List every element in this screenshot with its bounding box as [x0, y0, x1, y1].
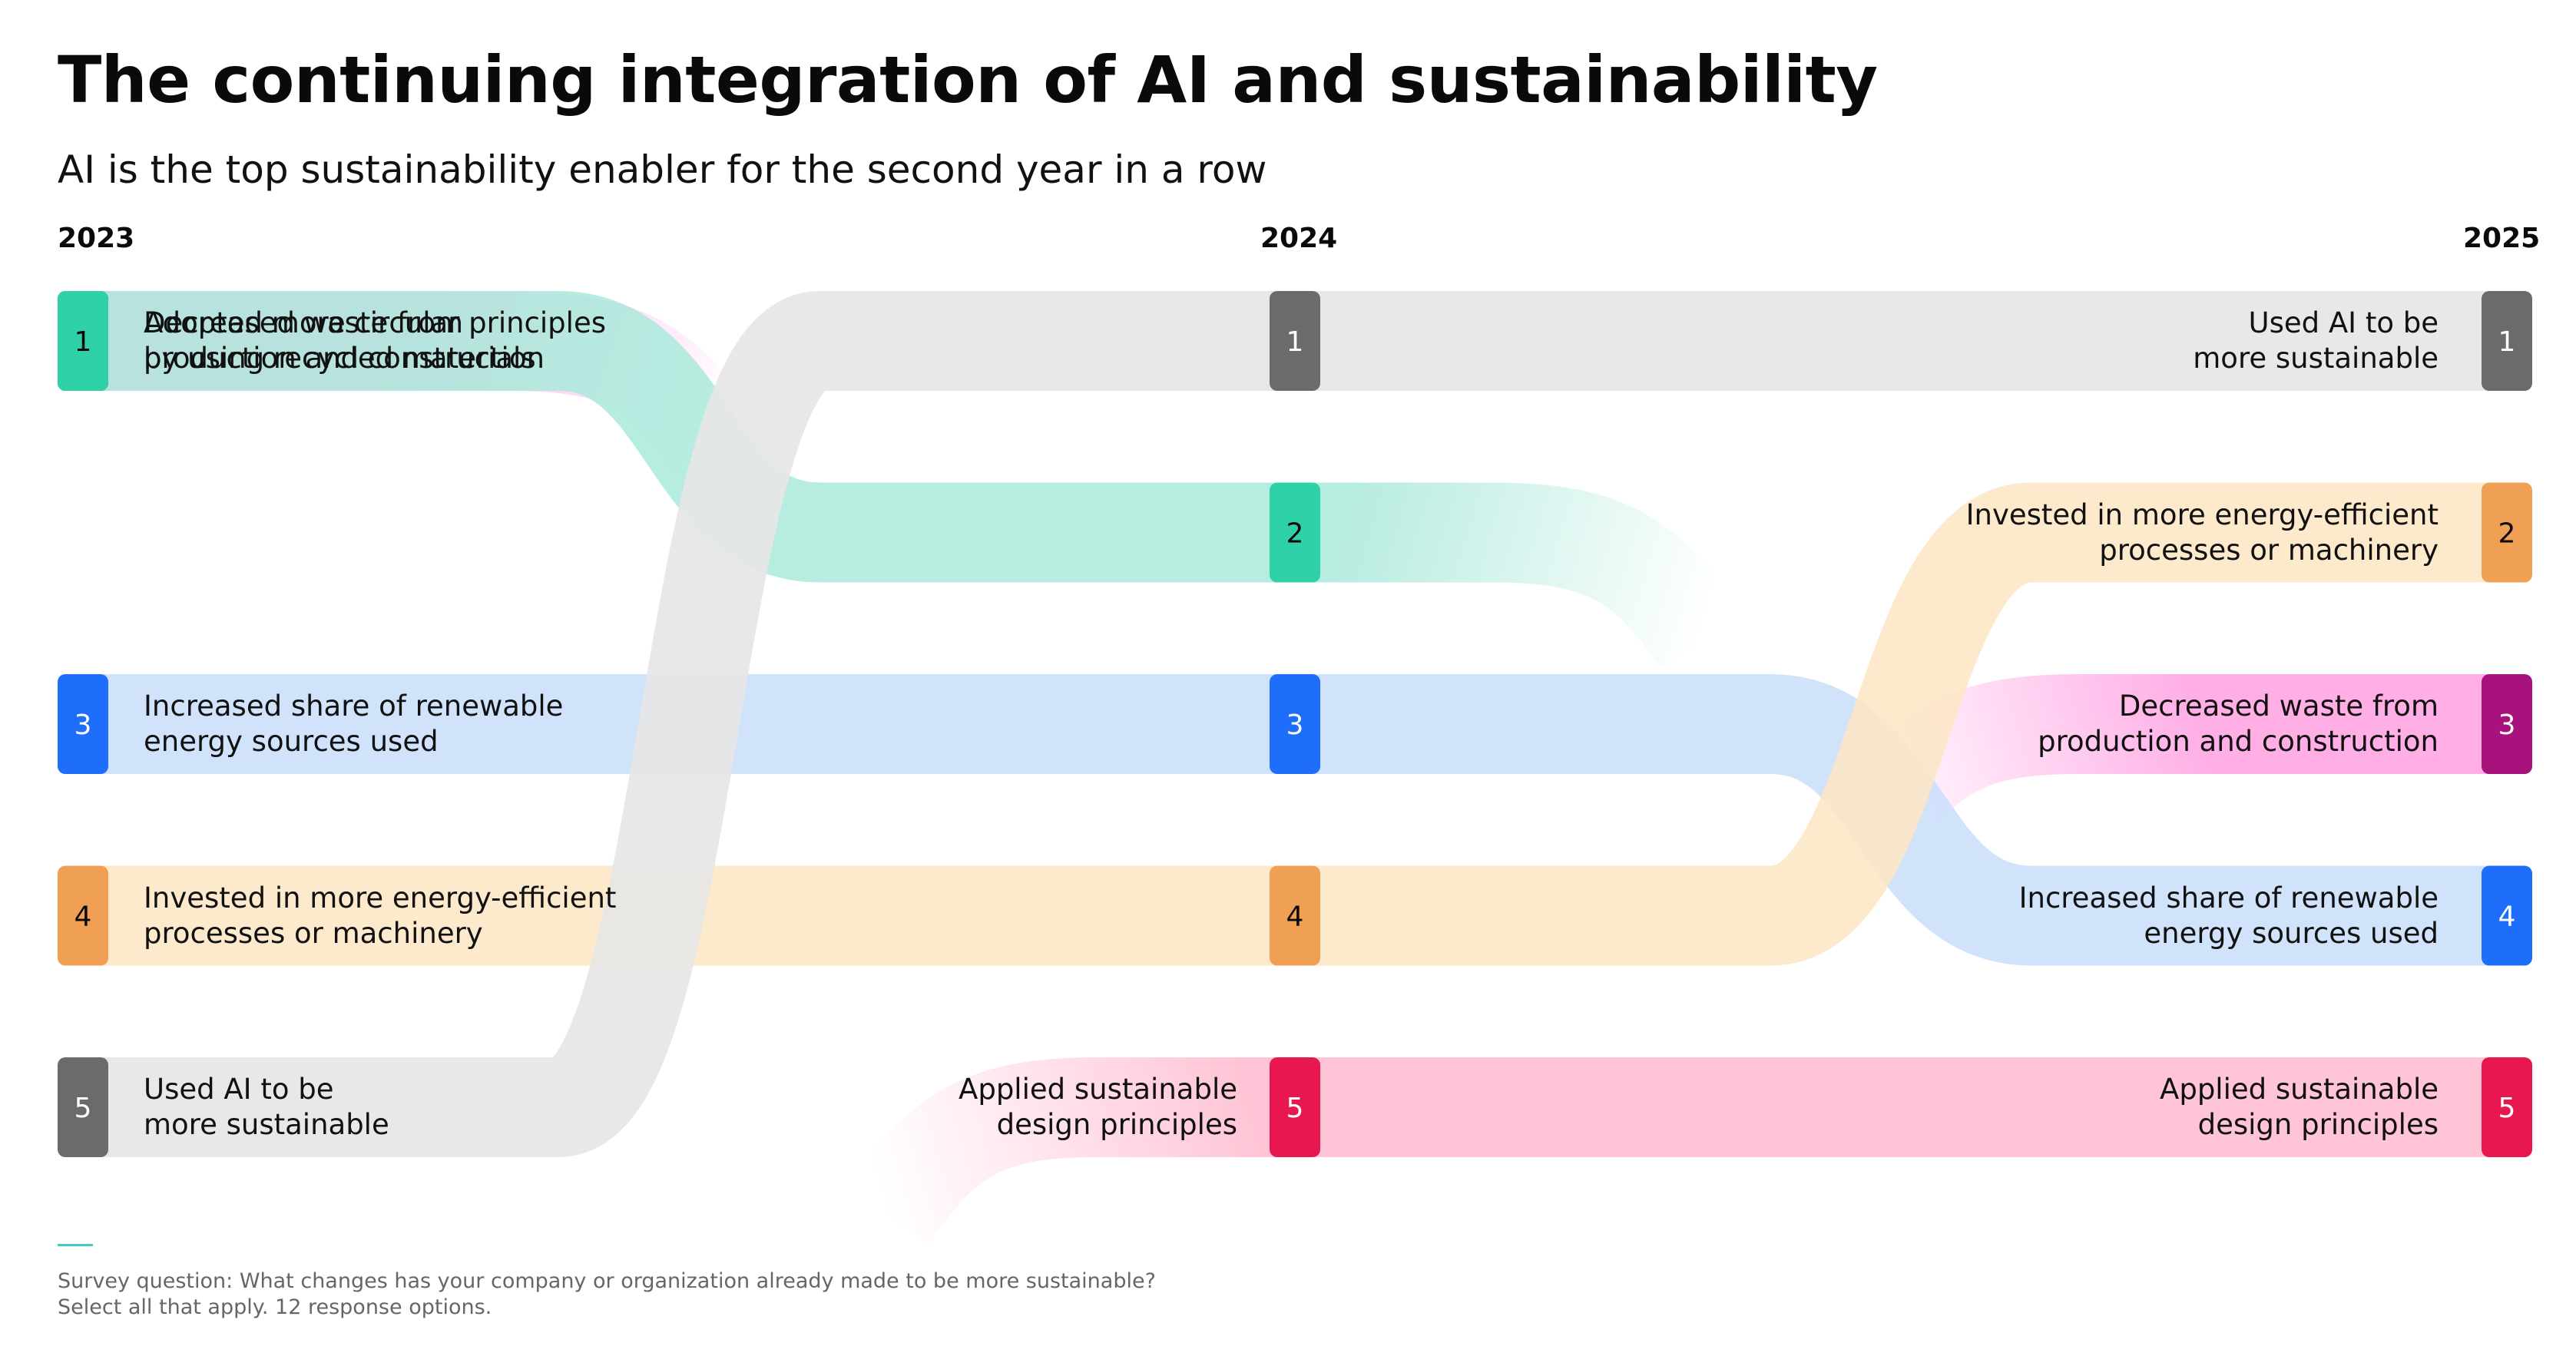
series-label-used-ai-to-be-more-sustainable-2025: Used AI to be more sustainable	[2193, 306, 2439, 375]
ribbon-used-ai-to-be-more-sustainable-0	[83, 291, 1295, 1157]
rank-number-increased-share-of-renewable-energy-sources-used-2023: 3	[74, 709, 92, 741]
series-label-applied-sustainable-design-principles-2025: Applied sustainable design principles	[2160, 1073, 2439, 1141]
rank-number-invested-in-more-energy-efficient-processes-or-machinery-2025: 2	[2498, 518, 2516, 550]
year-label-2023: 2023	[58, 223, 135, 254]
rank-badge-decreased-waste-from-production-and-construction-2025	[2482, 674, 2532, 774]
year-label-2024: 2024	[1260, 223, 1338, 254]
rank-number-invested-in-more-energy-efficient-processes-or-machinery-2024: 4	[1286, 901, 1304, 933]
rank-badge-applied-sustainable-design-principles-2025	[2482, 1057, 2532, 1157]
ribbon-adopted-more-circular-principles-by-using-recycled-materials-0	[83, 291, 1295, 583]
rank-number-invested-in-more-energy-efficient-processes-or-machinery-2023: 4	[74, 901, 92, 933]
footnote-line-2: Select all that apply. 12 response optio…	[58, 1295, 492, 1319]
rank-badge-increased-share-of-renewable-energy-sources-used-2024	[1270, 674, 1320, 774]
rank-badge-invested-in-more-energy-efficient-processes-or-machinery-2024	[1270, 865, 1320, 966]
rank-badge-adopted-more-circular-principles-by-using-recycled-materials-2023	[58, 291, 108, 391]
rank-number-used-ai-to-be-more-sustainable-2024: 1	[1286, 326, 1304, 358]
rank-number-used-ai-to-be-more-sustainable-2025: 1	[2498, 326, 2516, 358]
series-label-invested-in-more-energy-efficient-processes-or-machinery-2025: Invested in more energy-efficient proces…	[1965, 498, 2439, 567]
rank-number-increased-share-of-renewable-energy-sources-used-2024: 3	[1286, 709, 1304, 741]
series-label-decreased-waste-from-production-and-construction-2025: Decreased waste from production and cons…	[2038, 690, 2439, 758]
series-label-applied-sustainable-design-principles-2024: Applied sustainable design principles	[959, 1073, 1237, 1141]
footnote-rule	[58, 1244, 93, 1246]
rank-badge-used-ai-to-be-more-sustainable-2024	[1270, 291, 1320, 391]
rank-number-applied-sustainable-design-principles-2024: 5	[1286, 1093, 1304, 1124]
series-label-decreased-waste-from-production-and-construction-2023: Decreased waste from production and cons…	[144, 306, 545, 375]
year-label-2025: 2025	[2463, 223, 2541, 254]
rank-number-increased-share-of-renewable-energy-sources-used-2025: 4	[2498, 901, 2516, 933]
rank-badge-invested-in-more-energy-efficient-processes-or-machinery-2025	[2482, 482, 2532, 583]
rank-badge-invested-in-more-energy-efficient-processes-or-machinery-2023	[58, 865, 108, 966]
rank-number-used-ai-to-be-more-sustainable-2023: 5	[74, 1093, 92, 1124]
chart-subtitle: AI is the top sustainability enabler for…	[58, 147, 1267, 192]
rank-badge-increased-share-of-renewable-energy-sources-used-2023	[58, 674, 108, 774]
series-label-invested-in-more-energy-efficient-processes-or-machinery-2023: Invested in more energy-efficient proces…	[144, 881, 617, 950]
rank-badge-increased-share-of-renewable-energy-sources-used-2025	[2482, 865, 2532, 966]
ribbon-applied-sustainable-design-principles-head-1	[846, 1057, 1295, 1244]
rank-number-adopted-more-circular-principles-by-using-recycled-materials-2024: 2	[1286, 518, 1304, 550]
rank-number-decreased-waste-from-production-and-construction-2025: 3	[2498, 709, 2516, 741]
ribbon-invested-in-more-energy-efficient-processes-or-machinery-1	[1295, 482, 2507, 966]
footnote: Survey question: What changes has your c…	[58, 1268, 1156, 1321]
rank-badge-used-ai-to-be-more-sustainable-2025	[2482, 291, 2532, 391]
series-label-increased-share-of-renewable-energy-sources-used-2025: Increased share of renewable energy sour…	[2018, 881, 2439, 950]
series-label-adopted-more-circular-principles-by-using-recycled-materials-2023: Adopted more circular principles by usin…	[144, 306, 606, 375]
rank-badge-adopted-more-circular-principles-by-using-recycled-materials-2024	[1270, 482, 1320, 583]
rank-badge-applied-sustainable-design-principles-2024	[1270, 1057, 1320, 1157]
series-label-increased-share-of-renewable-energy-sources-used-2023: Increased share of renewable energy sour…	[144, 690, 564, 758]
rank-number-applied-sustainable-design-principles-2025: 5	[2498, 1093, 2516, 1124]
rank-number-adopted-more-circular-principles-by-using-recycled-materials-2023: 1	[74, 326, 92, 358]
chart-title: The continuing integration of AI and sus…	[58, 42, 1878, 117]
series-label-used-ai-to-be-more-sustainable-2023: Used AI to be more sustainable	[144, 1073, 389, 1141]
rank-badge-used-ai-to-be-more-sustainable-2023	[58, 1057, 108, 1157]
footnote-line-1: Survey question: What changes has your c…	[58, 1269, 1156, 1293]
ribbon-adopted-more-circular-principles-by-using-recycled-materials-tail-1	[1295, 482, 1743, 669]
